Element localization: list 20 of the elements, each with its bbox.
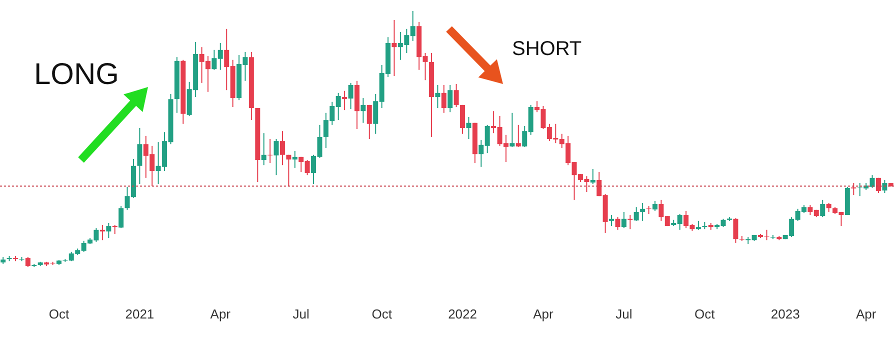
candlestick bbox=[100, 225, 105, 240]
candlestick bbox=[392, 20, 397, 76]
x-tick-label: 2023 bbox=[770, 306, 800, 322]
candlestick bbox=[268, 139, 273, 164]
x-tick-label: 2021 bbox=[125, 306, 154, 322]
x-tick-label: Oct bbox=[48, 306, 70, 322]
candlestick bbox=[510, 112, 515, 147]
x-tick-label: Jul bbox=[616, 306, 632, 322]
x-tick-label: Apr bbox=[856, 306, 877, 322]
candlestick bbox=[739, 236, 744, 241]
x-tick-label: Apr bbox=[533, 306, 554, 322]
x-tick-label: Oct bbox=[694, 306, 716, 322]
candlestick bbox=[646, 206, 652, 214]
x-tick-label: Jul bbox=[292, 306, 310, 322]
annotation: LONG bbox=[34, 58, 120, 91]
x-tick-label: Apr bbox=[210, 306, 232, 322]
x-tick-label: Oct bbox=[372, 306, 392, 322]
annotation: SHORT bbox=[512, 38, 582, 60]
candlestick bbox=[628, 215, 633, 230]
x-tick-label: 2022 bbox=[448, 306, 477, 322]
